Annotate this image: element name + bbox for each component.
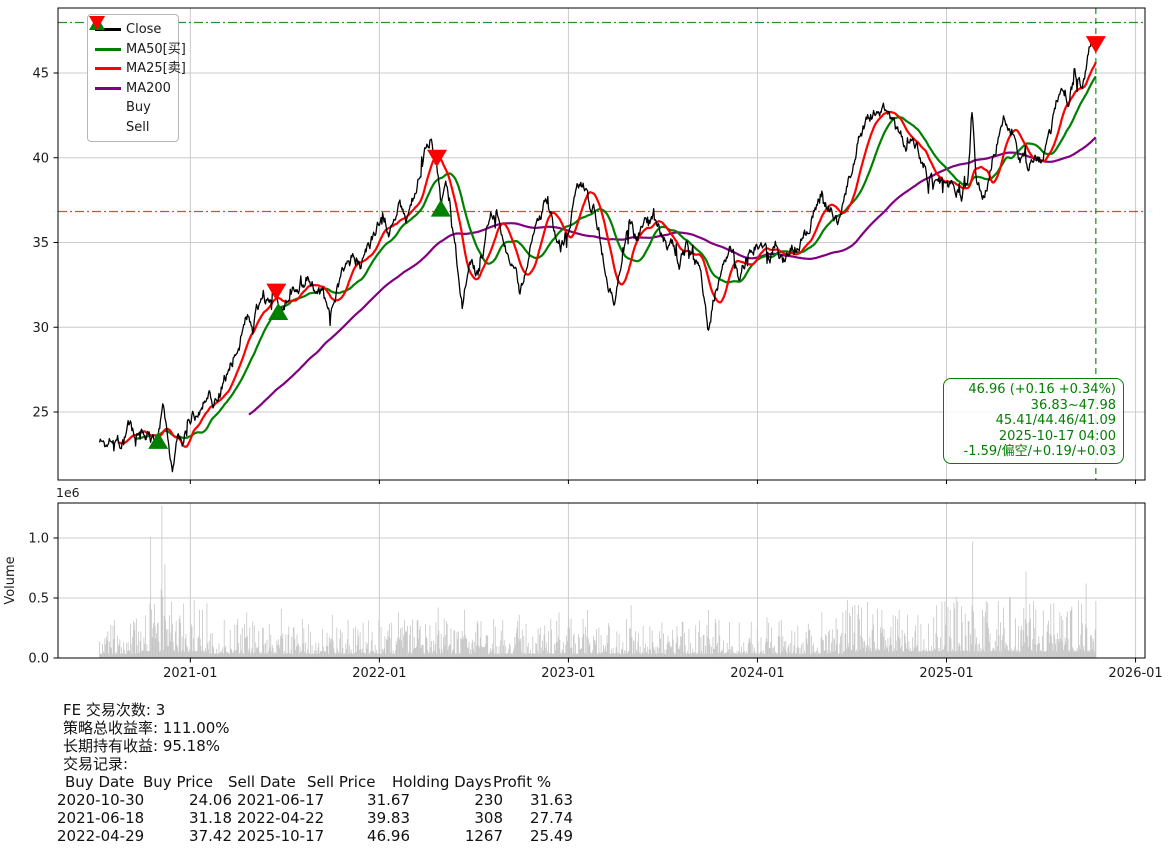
legend-item-close: Close (95, 20, 171, 40)
volume-tick-label: 1.0 (28, 532, 49, 547)
table-cell: 2021-06-18 (57, 809, 145, 827)
table-cell: 1267 (464, 827, 503, 845)
table-cell: 31.67 (367, 791, 410, 809)
date-tick-label: 2025-01 (919, 666, 973, 681)
stat-trade-count: FE 交易次数: 3 (63, 701, 166, 719)
date-tick-label: 2022-01 (352, 666, 406, 681)
annotation-line-date: 2025-10-17 04:00 (998, 428, 1116, 444)
table-cell: 27.74 (530, 809, 573, 827)
stat-total-return: 策略总收益率: 111.00% (63, 719, 230, 737)
buy-marker (268, 302, 289, 320)
annotation-line-range: 36.83~47.98 (1030, 397, 1116, 413)
annotation-line-price: 46.96 (+0.16 +0.34%) (968, 382, 1116, 397)
volume-scale-label: 1e6 (56, 485, 80, 500)
quote-annotation: 46.96 (+0.16 +0.34%) 36.83~47.98 45.41/4… (943, 378, 1124, 464)
stat-records-label: 交易记录: (63, 755, 129, 773)
legend-label: MA200 (126, 80, 171, 96)
legend-item-ma200: MA200 (95, 79, 171, 99)
table-cell: 39.83 (367, 809, 410, 827)
legend-item-ma50-: MA50[买] (95, 40, 186, 60)
ma-line-swatch (95, 47, 121, 51)
header-sell-price: Sell Price (307, 773, 376, 791)
price-volume-chart: 25 30 35 40 45 0.0 0.5 1.0 2021-01 2022-01 2023-01… (3, 7, 1163, 682)
annotation-line-mas: 45.41/44.46/41.09 (995, 413, 1116, 429)
table-cell: 24.06 (189, 791, 232, 809)
trade-table-header: Buy Date Buy Price Sell Date Sell Price … (57, 773, 573, 791)
header-sell-date: Sell Date (228, 773, 296, 791)
close-line-swatch (95, 28, 121, 32)
table-row: 2020-10-30 24.06 2021-06-17 31.67 230 31.63 (57, 791, 573, 809)
price-tick-label: 30 (32, 321, 49, 336)
table-cell: 37.42 (189, 827, 232, 845)
header-buy-price: Buy Price (143, 773, 214, 791)
price-tick-label: 45 (32, 67, 49, 82)
legend-label: Close (126, 22, 162, 37)
table-cell: 31.63 (530, 791, 573, 809)
date-tick-label: 2021-01 (163, 666, 217, 681)
table-cell: 2022-04-29 (57, 827, 145, 845)
volume-panel-border (57, 502, 1146, 659)
date-tick-label: 2024-01 (730, 666, 784, 681)
table-cell: 2020-10-30 (57, 791, 145, 809)
table-cell: 46.96 (367, 827, 410, 845)
price-tick-label: 35 (32, 236, 49, 251)
close-line (98, 37, 1097, 473)
ma-line-swatch (95, 86, 121, 90)
buy-marker (148, 431, 169, 449)
legend-item-ma25-: MA25[卖] (95, 59, 186, 79)
legend-label: MA50[买] (126, 41, 186, 57)
volume-axis-label: Volume (3, 556, 18, 604)
table-cell: 2022-04-22 (237, 809, 325, 827)
tick-labels: 25 30 35 40 45 0.0 0.5 1.0 2021-01 2022-01 2023-01… (3, 67, 1163, 682)
legend-item-sell: Sell (89, 16, 171, 138)
stats-panel: FE 交易次数: 3 策略总收益率: 111.00% 长期持有收益: 95.18… (57, 701, 573, 845)
price-tick-label: 40 (32, 151, 49, 166)
header-holding-days: Holding Days (392, 773, 492, 791)
ma25-line (117, 61, 1097, 448)
date-tick-label: 2026-01 (1108, 666, 1162, 681)
chart-legend: Close MA50[买] MA25[卖] MA200 Buy Sell (87, 14, 186, 142)
ma200-line (248, 136, 1097, 416)
sell-marker (266, 283, 287, 301)
table-cell: 31.18 (189, 809, 232, 827)
sell-marker (427, 149, 448, 167)
buy-marker (430, 199, 451, 217)
date-tick-label: 2023-01 (541, 666, 595, 681)
volume-bars (99, 505, 1097, 658)
table-cell: 25.49 (530, 827, 573, 845)
legend-label: Sell (126, 119, 150, 135)
volume-tick-label: 0.0 (28, 652, 49, 667)
table-row: 2021-06-18 31.18 2022-04-22 39.83 308 27.74 (57, 809, 573, 827)
ma-line-swatch (95, 67, 121, 71)
stat-hold-return: 长期持有收益: 95.18% (63, 737, 221, 755)
legend-item-buy: Buy (89, 16, 171, 118)
volume-tick-label: 0.5 (28, 592, 49, 607)
legend-label: MA25[卖] (126, 61, 186, 76)
table-row: 2022-04-29 37.42 2025-10-17 46.96 1267 25.49 (57, 827, 573, 845)
price-panel-border (57, 7, 1146, 481)
table-cell: 2021-06-17 (237, 791, 325, 809)
legend-label: Buy (126, 100, 151, 115)
price-tick-label: 25 (32, 406, 49, 421)
table-cell: 308 (474, 809, 503, 827)
gridlines (58, 8, 1145, 658)
tick-marks (53, 72, 1137, 663)
trade-records-table: 2020-10-30 24.06 2021-06-17 31.67 230 31.63 20… (57, 791, 573, 845)
header-buy-date: Buy Date (65, 773, 135, 791)
annotation-line-bias: -1.59/偏空/+0.19/+0.03 (963, 444, 1116, 460)
table-cell: 230 (474, 791, 503, 809)
sell-marker (1085, 36, 1106, 54)
table-cell: 2025-10-17 (237, 827, 325, 845)
header-profit-pct: Profit % (493, 773, 552, 791)
